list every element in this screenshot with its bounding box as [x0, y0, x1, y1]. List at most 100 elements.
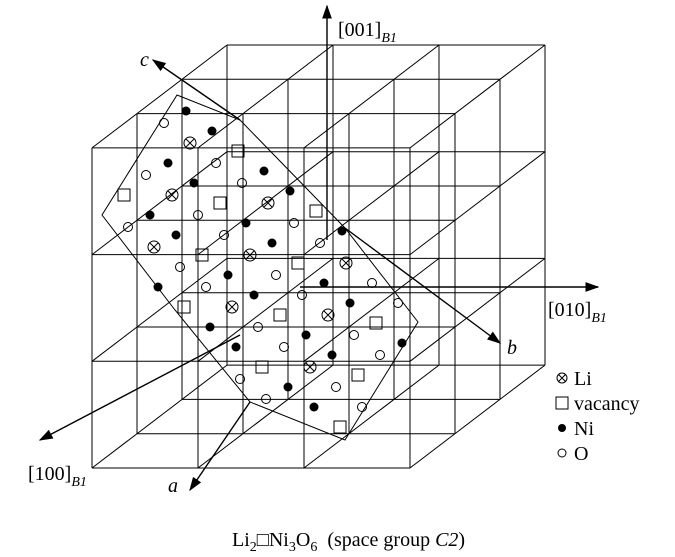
- o-atom: [375, 350, 385, 360]
- direction-label: c: [140, 49, 149, 71]
- li-atom: [147, 240, 161, 254]
- lattice-line: [91, 258, 228, 362]
- vacancy: [231, 144, 245, 158]
- ni-atom: [163, 158, 173, 168]
- legend-label: vacancy: [574, 393, 640, 415]
- lattice-line: [91, 44, 228, 149]
- axis-100: [38, 334, 241, 441]
- lattice-line: [197, 364, 334, 469]
- ni-atom: [309, 402, 319, 412]
- o-atom: [315, 238, 325, 248]
- ni-atom: [181, 106, 191, 116]
- vacancy: [117, 188, 131, 202]
- o-atom: [357, 402, 367, 412]
- vacancy: [255, 360, 269, 374]
- li-cross: [305, 362, 315, 372]
- ni-atom: [337, 226, 347, 236]
- o-atom: [201, 282, 211, 292]
- o-atom: [235, 374, 245, 384]
- lattice-line: [409, 258, 546, 362]
- li-cross: [149, 242, 159, 252]
- ni-atom: [231, 342, 241, 352]
- o-atom: [219, 230, 229, 240]
- li-cross: [185, 138, 195, 148]
- lattice-line: [197, 44, 334, 149]
- vacancy: [351, 368, 365, 382]
- cell-outline: [101, 94, 419, 441]
- vacancy: [309, 204, 323, 218]
- vacancy: [333, 420, 347, 434]
- cube-lattice: [91, 44, 546, 469]
- lattice-line: [409, 364, 546, 469]
- li-atom: [303, 360, 317, 374]
- o-atom: [261, 394, 271, 404]
- o-atom: [141, 170, 151, 180]
- direction-label: a: [168, 475, 178, 497]
- ni-atom: [345, 298, 355, 308]
- o-atom: [331, 382, 341, 392]
- li-atom: [225, 300, 239, 314]
- ni-symbol: [558, 424, 566, 432]
- li-cross: [263, 198, 273, 208]
- li-cross: [227, 302, 237, 312]
- ni-atom: [285, 186, 295, 196]
- o-atom: [289, 218, 299, 228]
- vacancy: [291, 256, 305, 270]
- ni-atom: [319, 278, 329, 288]
- o-atom: [393, 298, 403, 308]
- li-atom: [321, 308, 335, 322]
- li-atom: [261, 196, 275, 210]
- lattice-line: [409, 151, 546, 255]
- li-cross: [323, 310, 333, 320]
- o-symbol: [557, 448, 567, 458]
- axis-a: [189, 401, 251, 492]
- vacancy: [273, 308, 287, 322]
- vacancy: [195, 248, 209, 262]
- o-atom: [193, 210, 203, 220]
- o-atom: [159, 118, 169, 128]
- ni-atom: [241, 218, 251, 228]
- ni-atom: [145, 210, 155, 220]
- o-atom: [271, 270, 281, 280]
- lattice-line: [303, 258, 440, 362]
- ni-atom: [397, 338, 407, 348]
- li-cross: [167, 190, 177, 200]
- legend-label: Li: [574, 368, 592, 390]
- ni-atom: [205, 322, 215, 332]
- axis-label: [001]B1: [338, 19, 397, 46]
- ni-atom: [283, 382, 293, 392]
- li-atom: [183, 136, 197, 150]
- o-atom: [279, 342, 289, 352]
- lattice-line: [303, 151, 440, 255]
- lattice-line: [197, 258, 334, 362]
- axis-c: [151, 59, 241, 121]
- ni-atom: [267, 238, 277, 248]
- direction-label: b: [507, 337, 517, 359]
- caption: Li2□Ni3O6 (space group C2): [232, 529, 465, 555]
- atoms: [117, 106, 407, 434]
- o-atom: [253, 322, 263, 332]
- lattice-line: [303, 364, 440, 469]
- o-atom: [175, 262, 185, 272]
- ni-atom: [301, 330, 311, 340]
- arrows: [38, 4, 600, 492]
- ni-atom: [249, 290, 259, 300]
- lattice-line: [91, 151, 228, 255]
- o-atom: [297, 290, 307, 300]
- lattice-line: [303, 44, 440, 149]
- ni-atom: [171, 230, 181, 240]
- o-atom: [211, 158, 221, 168]
- ni-atom: [207, 126, 217, 136]
- vacancy: [213, 196, 227, 210]
- o-atom: [237, 178, 247, 188]
- li-cross: [245, 250, 255, 260]
- li-symbol: [556, 372, 568, 384]
- legend-label: O: [574, 443, 588, 465]
- o-atom: [123, 222, 133, 232]
- li-atom: [339, 256, 353, 270]
- vacancy: [369, 316, 383, 330]
- li-atom: [165, 188, 179, 202]
- vacancy: [177, 300, 191, 314]
- axis-label: [100]B1: [28, 463, 87, 490]
